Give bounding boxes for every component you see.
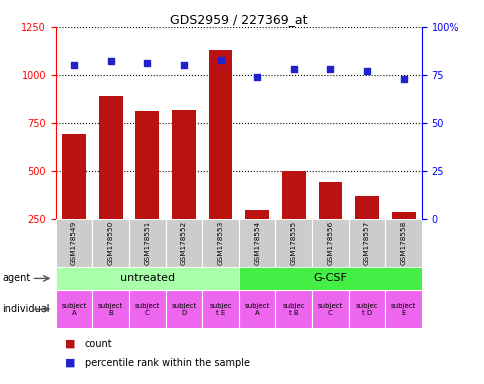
Point: [180, 62, 187, 68]
Point: [289, 66, 297, 72]
Bar: [166, 290, 202, 328]
Bar: [354, 196, 378, 267]
Text: GSM178549: GSM178549: [71, 221, 77, 265]
Bar: [208, 50, 232, 267]
Bar: [384, 290, 421, 328]
Text: ■: ■: [65, 358, 76, 368]
Text: agent: agent: [2, 273, 30, 283]
Text: subject
B: subject B: [98, 303, 123, 316]
Bar: [312, 290, 348, 328]
Bar: [202, 219, 239, 267]
Bar: [348, 219, 385, 267]
Text: subjec
t B: subjec t B: [282, 303, 304, 316]
Bar: [239, 267, 421, 290]
Text: GSM178554: GSM178554: [254, 221, 259, 265]
Point: [70, 62, 78, 68]
Bar: [62, 134, 86, 267]
Bar: [129, 219, 166, 267]
Text: subject
D: subject D: [171, 303, 196, 316]
Bar: [245, 210, 269, 267]
Text: GSM178553: GSM178553: [217, 221, 223, 265]
Bar: [318, 182, 342, 267]
Text: GSM178558: GSM178558: [400, 221, 406, 265]
Point: [363, 68, 370, 74]
Bar: [312, 219, 348, 267]
Text: GSM178550: GSM178550: [107, 221, 113, 265]
Bar: [281, 171, 305, 267]
Text: subject
C: subject C: [317, 303, 342, 316]
Bar: [56, 267, 239, 290]
Text: subject
E: subject E: [390, 303, 415, 316]
Bar: [391, 212, 415, 267]
Text: count: count: [85, 339, 112, 349]
Bar: [92, 219, 129, 267]
Text: subject
A: subject A: [61, 303, 87, 316]
Text: subject
A: subject A: [244, 303, 269, 316]
Bar: [129, 290, 166, 328]
Text: GSM178552: GSM178552: [181, 221, 186, 265]
Bar: [166, 219, 202, 267]
Text: ■: ■: [65, 339, 76, 349]
Bar: [172, 111, 196, 267]
Bar: [239, 219, 275, 267]
Text: untreated: untreated: [120, 273, 175, 283]
Text: subjec
t E: subjec t E: [209, 303, 231, 316]
Bar: [275, 290, 312, 328]
Bar: [99, 96, 122, 267]
Bar: [56, 290, 92, 328]
Text: subject
C: subject C: [135, 303, 160, 316]
Text: GSM178556: GSM178556: [327, 221, 333, 265]
Point: [253, 74, 260, 80]
Bar: [135, 111, 159, 267]
Bar: [202, 290, 239, 328]
Text: GSM178555: GSM178555: [290, 221, 296, 265]
Bar: [239, 290, 275, 328]
Bar: [92, 290, 129, 328]
Text: subjec
t D: subjec t D: [355, 303, 378, 316]
Bar: [384, 219, 421, 267]
Text: percentile rank within the sample: percentile rank within the sample: [85, 358, 249, 368]
Point: [143, 60, 151, 66]
Text: GSM178551: GSM178551: [144, 221, 150, 265]
Point: [106, 58, 114, 65]
Point: [216, 56, 224, 63]
Text: GSM178557: GSM178557: [363, 221, 369, 265]
Text: G-CSF: G-CSF: [313, 273, 347, 283]
Bar: [56, 219, 92, 267]
Text: individual: individual: [2, 304, 50, 314]
Bar: [275, 219, 312, 267]
Bar: [348, 290, 385, 328]
Point: [399, 76, 407, 82]
Point: [326, 66, 333, 72]
Title: GDS2959 / 227369_at: GDS2959 / 227369_at: [170, 13, 307, 26]
